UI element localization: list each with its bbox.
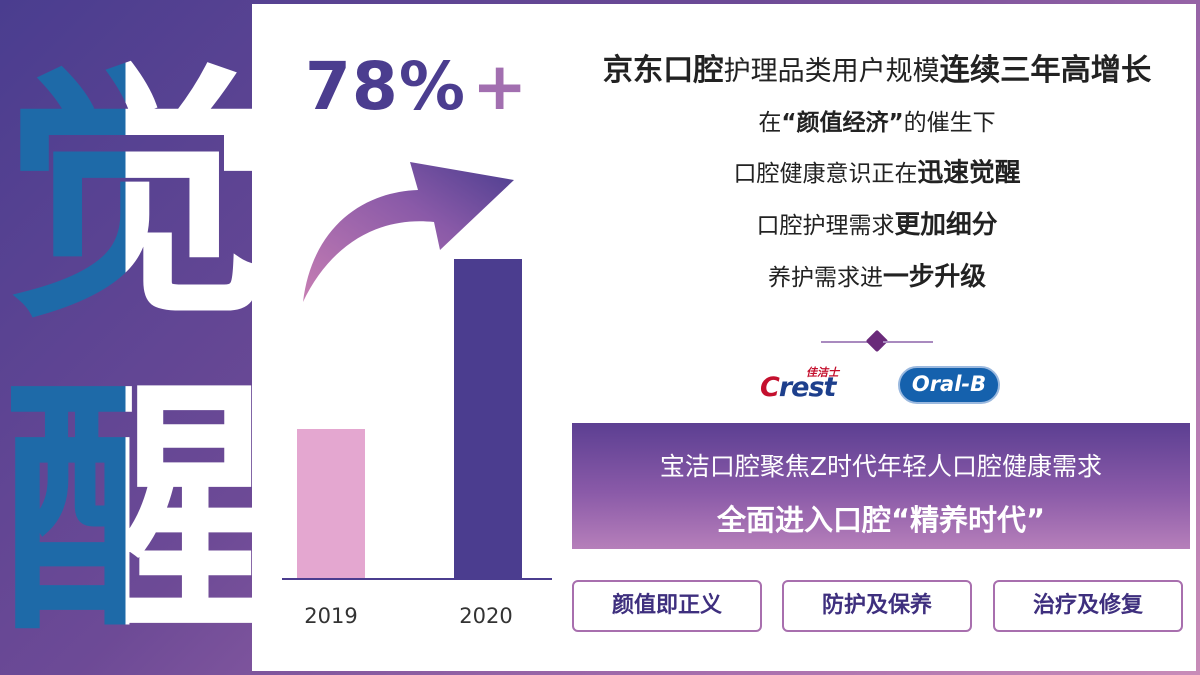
bar-2020 (454, 259, 522, 579)
big-char-xing: 醒 (2, 356, 270, 668)
pg-banner: 宝洁口腔聚焦Z时代年轻人口腔健康需求 全面进入口腔“精养时代” (572, 423, 1190, 549)
growth-arrow-icon (303, 162, 514, 302)
content-panel (252, 4, 1196, 671)
highlight-line-1: 京东口腔护理品类用户规模连续三年高增长 (602, 53, 1152, 88)
tag-treatment: 治疗及修复 (993, 580, 1183, 632)
crest-logo: 佳洁士 Crest (760, 366, 839, 403)
growth-plus: + (471, 48, 529, 125)
highlight-line-4: 口腔护理需求更加细分 (756, 210, 998, 240)
growth-headline: 78%+ (305, 48, 528, 125)
oral-b-logo: Oral-B (898, 366, 1000, 404)
x-tick-2019: 2019 (304, 604, 358, 628)
big-char-jue: 觉 (2, 42, 270, 354)
banner-line-1: 宝洁口腔聚焦Z时代年轻人口腔健康需求 (659, 452, 1103, 481)
highlight-line-3: 口腔健康意识正在迅速觉醒 (733, 158, 1021, 189)
highlight-line-2: 在“颜值经济”的催生下 (758, 110, 996, 137)
highlight-line-5: 养护需求进一步升级 (768, 261, 986, 292)
x-tick-2020: 2020 (459, 604, 513, 628)
banner-line-2: 全面进入口腔“精养时代” (716, 503, 1046, 537)
bar-2019 (297, 429, 365, 579)
ornament-divider (821, 329, 933, 353)
growth-value: 78% (305, 48, 466, 125)
tag-protection: 防护及保养 (782, 580, 972, 632)
tag-appearance: 颜值即正义 (572, 580, 762, 632)
highlights-text: 京东口腔护理品类用户规模连续三年高增长 在“颜值经济”的催生下 口腔健康意识正在… (572, 53, 1182, 292)
